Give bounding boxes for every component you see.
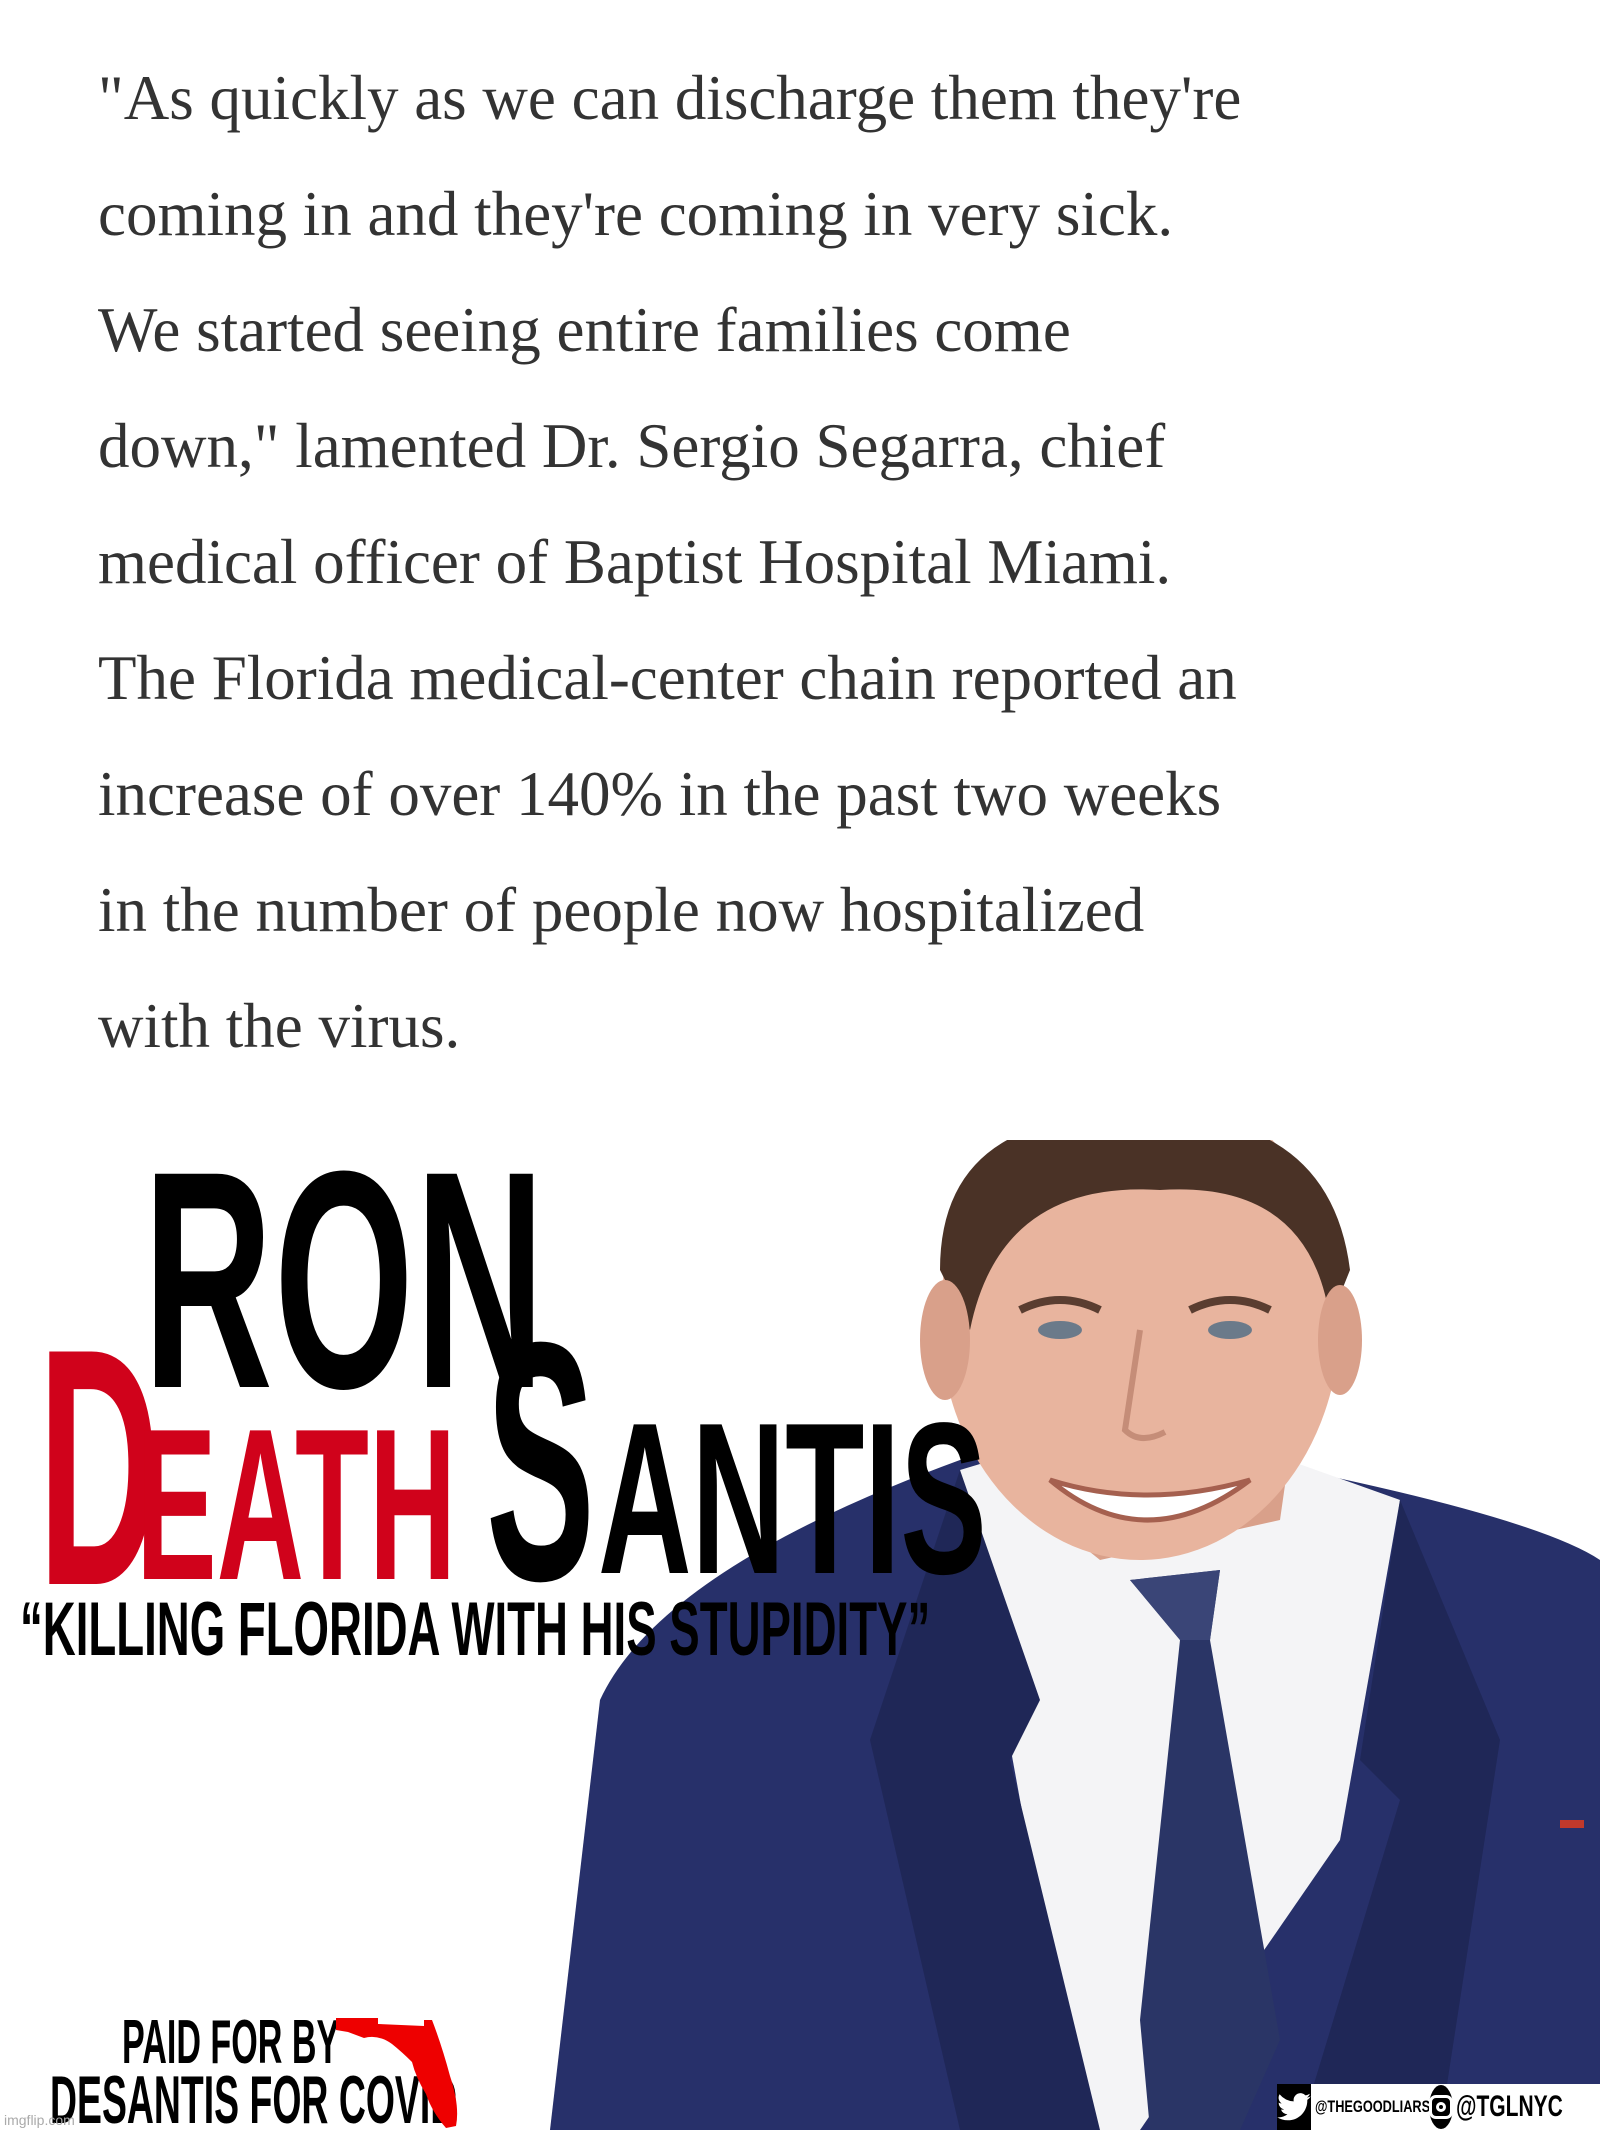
portrait-photo — [550, 1140, 1600, 2130]
title-ron: RON — [143, 1106, 547, 1453]
imgflip-watermark: imgflip.com — [4, 2112, 75, 2128]
instagram-handle: @TGLNYC — [1456, 2090, 1563, 2123]
social-handles-bar: @THEGOODLIARS @TGLNYC — [1277, 2084, 1600, 2130]
quote-line: coming in and they're coming in very sic… — [98, 179, 1174, 249]
article-quote: "As quickly as we can discharge them the… — [98, 40, 1578, 1084]
title-death-initial: D — [38, 1278, 161, 1656]
quote-line: increase of over 140% in the past two we… — [98, 759, 1222, 829]
quote-line: in the number of people now hospitalized — [98, 875, 1145, 945]
title-death-rest: EATH — [136, 1383, 457, 1625]
quote-line: with the virus. — [98, 991, 461, 1061]
quote-line: The Florida medical-center chain reporte… — [98, 643, 1237, 713]
florida-map-icon — [336, 2018, 458, 2128]
title-santis-rest: ANTIS — [598, 1377, 987, 1619]
quote-line: We started seeing entire families come — [98, 295, 1071, 365]
paid-for-line2: DESANTIS FOR COVID — [50, 2062, 458, 2138]
tagline: “KILLING FLORIDA WITH HIS STUPIDITY” — [20, 1587, 931, 1672]
quote-line: medical officer of Baptist Hospital Miam… — [98, 527, 1172, 597]
twitter-icon — [1277, 2084, 1311, 2130]
title-santis-initial: S — [486, 1272, 595, 1652]
twitter-handle: @THEGOODLIARS — [1315, 2097, 1431, 2116]
quote-line: "As quickly as we can discharge them the… — [98, 63, 1242, 133]
paid-for-line1: PAID FOR BY — [122, 2008, 340, 2077]
instagram-icon — [1429, 2085, 1453, 2129]
quote-line: down," lamented Dr. Sergio Segarra, chie… — [98, 411, 1166, 481]
